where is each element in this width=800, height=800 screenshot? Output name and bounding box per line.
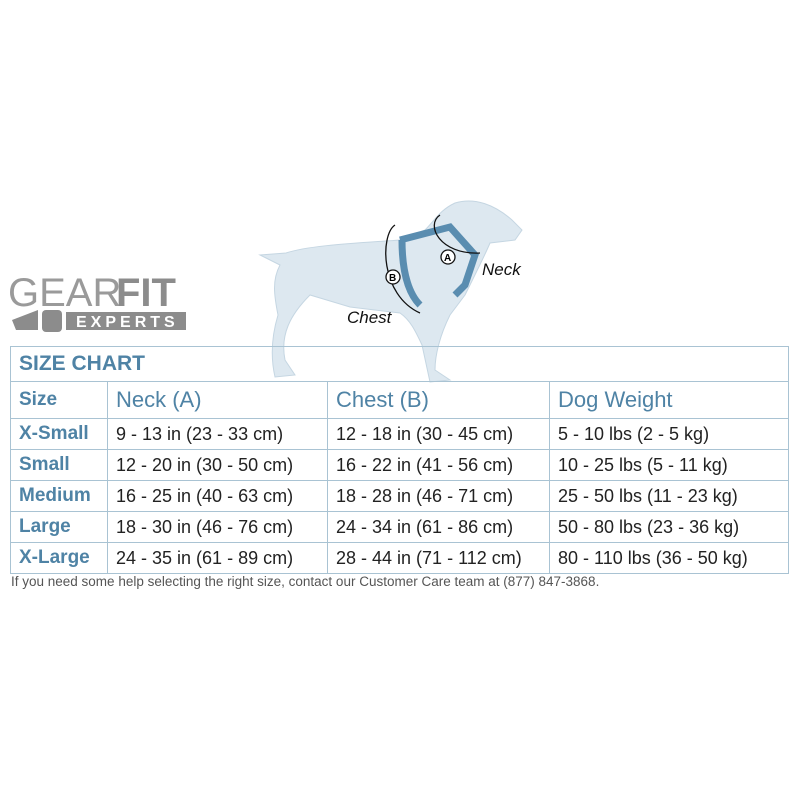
harness [398,223,479,308]
size-cell: X-Small [10,418,108,450]
size-chart-table: SIZE CHART Size Neck (A) Chest (B) Dog W… [10,346,789,574]
chest-cell: 12 - 18 in (30 - 45 cm) [327,418,550,450]
neck-cell: 16 - 25 in (40 - 63 cm) [107,480,328,512]
table-header: Size Neck (A) Chest (B) Dog Weight [10,381,789,419]
size-cell: Large [10,511,108,543]
weight-cell: 10 - 25 lbs (5 - 11 kg) [549,449,789,481]
gearfit-experts-logo: GEAR FIT EXPERTS [8,272,186,332]
table-row: X-Small 9 - 13 in (23 - 33 cm) 12 - 18 in … [10,418,789,450]
neck-cell: 12 - 20 in (30 - 50 cm) [107,449,328,481]
marker-a: A [444,253,451,264]
chest-cell: 24 - 34 in (61 - 86 cm) [327,511,550,543]
weight-cell: 5 - 10 lbs (2 - 5 kg) [549,418,789,450]
size-cell: Medium [10,480,108,512]
size-cell: X-Large [10,542,108,574]
logo-gear: GEAR [8,272,121,315]
chest-cell: 18 - 28 in (46 - 71 cm) [327,480,550,512]
header-weight: Dog Weight [549,381,789,419]
table-row: X-Large 24 - 35 in (61 - 89 cm) 28 - 44 in… [10,542,789,574]
neck-cell: 18 - 30 in (46 - 76 cm) [107,511,328,543]
neck-cell: 24 - 35 in (61 - 89 cm) [107,542,328,574]
neck-arrow [433,214,481,254]
chest-cell: 28 - 44 in (71 - 112 cm) [327,542,550,574]
size-cell: Small [10,449,108,481]
dog-harness-diagram: B A Neck Chest [258,200,523,383]
header-chest: Chest (B) [327,381,550,419]
marker-b: B [389,273,396,284]
weight-cell: 80 - 110 lbs (36 - 50 kg) [549,542,789,574]
neck-label: Neck [482,260,522,279]
logo-experts: EXPERTS [76,314,179,331]
customer-care-note: If you need some help selecting the righ… [11,574,600,589]
header-size: Size [10,381,108,419]
weight-cell: 25 - 50 lbs (11 - 23 kg) [549,480,789,512]
table-row: Small 12 - 20 in (30 - 50 cm) 16 - 22 in (… [10,449,789,481]
logo-fit: FIT [116,272,176,315]
table-row: Large 18 - 30 in (46 - 76 cm) 24 - 34 in (… [10,511,789,543]
table-row: Medium 16 - 25 in (40 - 63 cm) 18 - 28 in … [10,480,789,512]
weight-cell: 50 - 80 lbs (23 - 36 kg) [549,511,789,543]
chest-cell: 16 - 22 in (41 - 56 cm) [327,449,550,481]
table-title: SIZE CHART [10,346,789,382]
header-neck: Neck (A) [107,381,328,419]
chest-label: Chest [347,308,393,327]
neck-cell: 9 - 13 in (23 - 33 cm) [107,418,328,450]
chest-arrow [385,224,421,314]
